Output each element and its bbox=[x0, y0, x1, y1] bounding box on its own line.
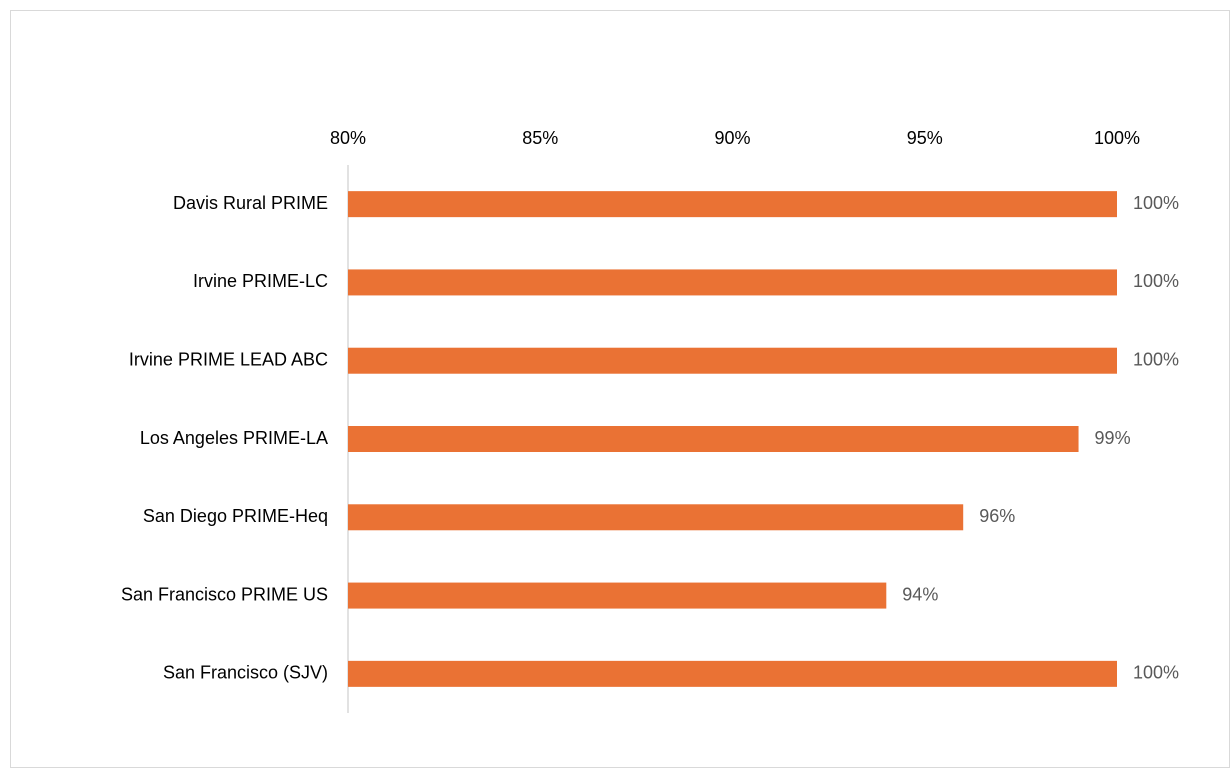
data-label: 100% bbox=[1133, 349, 1179, 369]
data-label: 100% bbox=[1133, 271, 1179, 291]
x-tick-label: 80% bbox=[330, 128, 366, 148]
bar bbox=[348, 426, 1079, 452]
bar bbox=[348, 347, 1117, 374]
data-label: 100% bbox=[1133, 663, 1179, 683]
x-tick-label: 85% bbox=[522, 128, 558, 148]
bar bbox=[348, 504, 964, 531]
y-tick-label: Davis Rural PRIME bbox=[173, 193, 328, 213]
y-tick-label: Irvine PRIME LEAD ABC bbox=[129, 349, 328, 369]
y-tick-label: Irvine PRIME-LC bbox=[193, 271, 328, 291]
data-label: 99% bbox=[1095, 428, 1131, 448]
data-label: 94% bbox=[902, 584, 938, 604]
y-tick-label: Los Angeles PRIME-LA bbox=[140, 428, 328, 448]
x-tick-label: 100% bbox=[1094, 128, 1140, 148]
bar bbox=[348, 582, 887, 609]
data-label: 96% bbox=[979, 506, 1015, 526]
y-tick-label: San Francisco PRIME US bbox=[121, 584, 328, 604]
chart-frame bbox=[10, 10, 1230, 768]
bar bbox=[348, 269, 1117, 296]
bar bbox=[348, 660, 1117, 687]
y-tick-label: San Diego PRIME-Heq bbox=[143, 506, 328, 526]
bar bbox=[348, 191, 1117, 218]
y-tick-label: San Francisco (SJV) bbox=[163, 663, 328, 683]
x-tick-label: 90% bbox=[714, 128, 750, 148]
x-tick-label: 95% bbox=[907, 128, 943, 148]
data-label: 100% bbox=[1133, 193, 1179, 213]
